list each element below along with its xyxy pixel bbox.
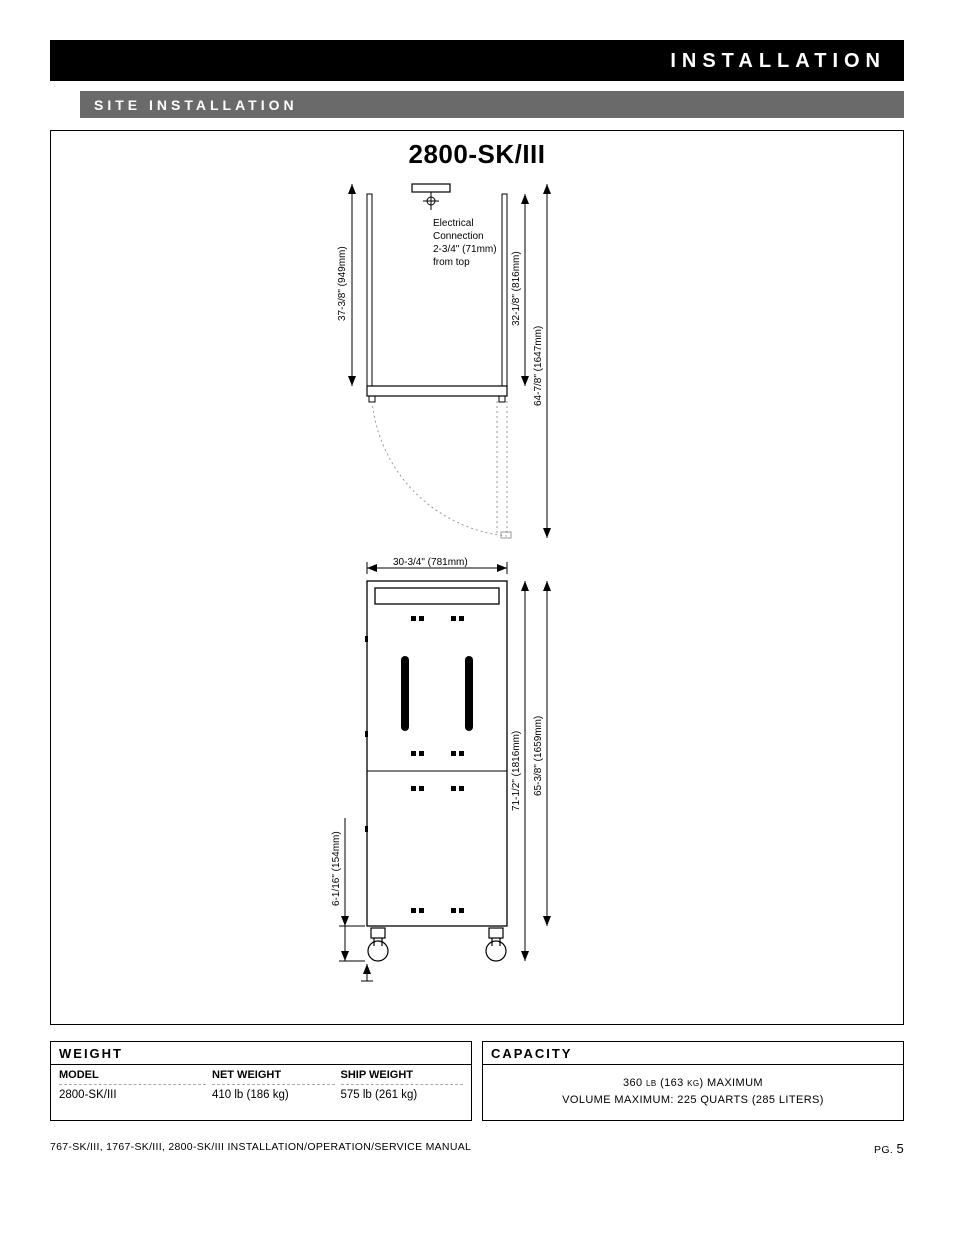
- footer: 767-SK/III, 1767-SK/III, 2800-SK/III INS…: [50, 1141, 904, 1156]
- elec-line3: 2-3/4" (71mm): [433, 244, 497, 255]
- capacity-heading: CAPACITY: [483, 1042, 903, 1065]
- dim-6: 6-1/16" (154mm): [331, 818, 365, 961]
- header-title: INSTALLATION: [670, 50, 886, 72]
- svg-text:64-7/8" (1647mm): 64-7/8" (1647mm): [533, 326, 544, 406]
- subheader-bar: SITE INSTALLATION: [80, 91, 904, 118]
- weight-heading: WEIGHT: [51, 1042, 471, 1065]
- diagram-title: 2800-SK/III: [67, 139, 887, 170]
- col-ship: SHIP WEIGHT: [341, 1069, 464, 1085]
- svg-text:71-1/2" (1816mm): 71-1/2" (1816mm): [511, 731, 522, 811]
- svg-text:6-1/16" (154mm): 6-1/16" (154mm): [331, 831, 342, 906]
- footer-manual: 767-SK/III, 1767-SK/III, 2800-SK/III INS…: [50, 1141, 471, 1156]
- capacity-table: CAPACITY 360 lb (163 kg) MAXIMUM VOLUME …: [482, 1041, 904, 1121]
- capacity-line1: 360 lb (163 kg) MAXIMUM: [491, 1075, 895, 1092]
- dim-30: 30-3/4" (781mm): [367, 557, 507, 574]
- dim-64: 64-7/8" (1647mm): [533, 184, 551, 538]
- header-bar: INSTALLATION: [50, 40, 904, 81]
- weight-table: WEIGHT MODEL NET WEIGHT SHIP WEIGHT 2800…: [50, 1041, 472, 1121]
- capacity-line2: VOLUME MAXIMUM: 225 QUARTS (285 LITERS): [491, 1092, 895, 1109]
- dim-65: 65-3/8" (1659mm): [533, 581, 551, 926]
- footer-page: PG. 5: [874, 1141, 904, 1156]
- val-net: 410 lb (186 kg): [212, 1085, 335, 1101]
- dim-32: 32-1/8" (816mm): [511, 194, 529, 386]
- dim-71: 71-1/2" (1816mm): [511, 581, 529, 961]
- dim-37: 37-3/8" (949mm): [337, 184, 356, 386]
- svg-text:37-3/8" (949mm): 37-3/8" (949mm): [337, 246, 348, 321]
- elec-line4: from top: [433, 257, 470, 268]
- col-model: MODEL: [59, 1069, 206, 1085]
- subheader-title: SITE INSTALLATION: [94, 97, 298, 113]
- svg-text:30-3/4" (781mm): 30-3/4" (781mm): [393, 557, 468, 568]
- tables-row: WEIGHT MODEL NET WEIGHT SHIP WEIGHT 2800…: [50, 1041, 904, 1121]
- svg-text:65-3/8" (1659mm): 65-3/8" (1659mm): [533, 716, 544, 796]
- val-ship: 575 lb (261 kg): [341, 1085, 464, 1101]
- dimension-diagram: Electrical Connection 2-3/4" (71mm) from…: [217, 176, 737, 1006]
- elec-line1: Electrical: [433, 218, 474, 229]
- elec-line2: Connection: [433, 231, 484, 242]
- svg-text:32-1/8" (816mm): 32-1/8" (816mm): [511, 251, 522, 326]
- col-net: NET WEIGHT: [212, 1069, 335, 1085]
- diagram-box: 2800-SK/III Electrical Connection 2-3/4"…: [50, 130, 904, 1025]
- val-model: 2800-SK/III: [59, 1085, 206, 1101]
